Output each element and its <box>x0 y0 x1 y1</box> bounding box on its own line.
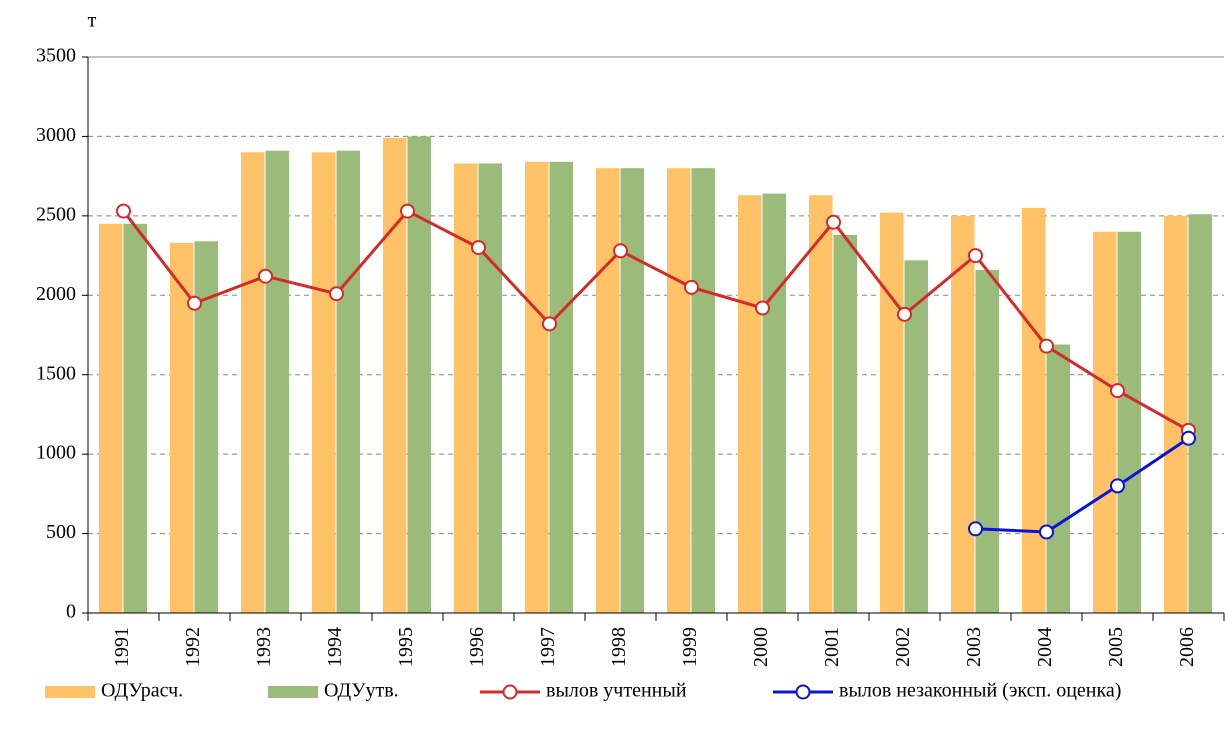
marker <box>542 316 557 332</box>
x-tick-label: 2005 <box>1105 627 1127 667</box>
marker <box>187 295 202 311</box>
x-tick-label: 2000 <box>750 627 772 667</box>
y-tick-label: 3000 <box>36 124 76 146</box>
marker <box>684 279 699 295</box>
bar <box>596 168 620 613</box>
line <box>122 209 1190 432</box>
bar <box>833 234 857 614</box>
legend-swatch <box>45 686 95 698</box>
bar <box>525 161 549 614</box>
bar <box>241 152 265 614</box>
marker <box>400 203 415 219</box>
x-tick-label: 1998 <box>608 627 630 667</box>
x-tick-label: 2006 <box>1176 627 1198 667</box>
legend-marker <box>795 684 811 700</box>
legend-label: вылов учтенный <box>546 680 687 702</box>
marker <box>1039 524 1054 540</box>
y-tick-label: 1500 <box>36 362 76 384</box>
x-tick-label: 1993 <box>253 627 275 667</box>
bar <box>1046 344 1070 613</box>
marker <box>613 243 628 259</box>
bar <box>738 195 762 613</box>
marker <box>755 300 770 316</box>
bar <box>904 260 928 613</box>
x-tick-label: 2003 <box>963 627 985 667</box>
bar <box>762 193 786 614</box>
bar <box>951 215 975 613</box>
bar <box>1022 207 1046 613</box>
legend-marker <box>502 684 518 700</box>
marker <box>1110 383 1125 399</box>
bar <box>1188 214 1212 614</box>
bar <box>407 136 431 613</box>
marker <box>329 286 344 302</box>
marker <box>471 240 486 256</box>
y-tick-label: 0 <box>66 601 76 623</box>
bar <box>454 163 478 614</box>
marker <box>1039 338 1054 354</box>
marker <box>968 248 983 264</box>
x-tick-label: 1997 <box>537 627 559 667</box>
y-tick-label: 2000 <box>36 283 76 305</box>
y-tick-label: 3500 <box>36 45 76 67</box>
bar <box>1093 231 1117 613</box>
marker <box>116 203 131 219</box>
y-tick-label: 500 <box>46 521 76 543</box>
bar <box>123 223 147 614</box>
bar <box>880 212 904 613</box>
x-tick-label: 1996 <box>466 627 488 667</box>
legend-label: ОДУрасч. <box>101 680 183 702</box>
x-tick-label: 1992 <box>182 627 204 667</box>
bar <box>478 163 502 614</box>
bar <box>549 161 573 614</box>
bar <box>620 168 644 613</box>
marker <box>826 214 841 230</box>
bar <box>170 242 194 613</box>
bar <box>975 269 999 613</box>
x-tick-label: 2002 <box>892 627 914 667</box>
x-tick-label: 2001 <box>821 627 843 667</box>
x-tick-label: 2004 <box>1034 627 1056 667</box>
x-tick-label: 1991 <box>111 627 133 667</box>
bar <box>265 150 289 613</box>
legend-label: ОДУутв. <box>324 680 399 702</box>
x-tick-label: 1995 <box>395 627 417 667</box>
bar <box>691 168 715 613</box>
bar <box>99 223 123 614</box>
marker <box>897 306 912 322</box>
x-tick-label: 1999 <box>679 627 701 667</box>
marker <box>1110 478 1125 494</box>
y-tick-label: 2500 <box>36 203 76 225</box>
line <box>975 437 1190 534</box>
legend-label: вылов незаконный (эксп. оценка) <box>839 680 1121 702</box>
marker <box>968 521 983 537</box>
bar <box>312 152 336 614</box>
marker <box>258 268 273 284</box>
y-axis-label: т <box>88 10 97 32</box>
bar <box>194 241 218 613</box>
y-tick-label: 1000 <box>36 442 76 464</box>
bar <box>1117 231 1141 613</box>
bar <box>383 138 407 613</box>
bar <box>1164 215 1188 613</box>
bar <box>667 168 691 613</box>
bar <box>336 150 360 613</box>
legend-swatch <box>268 686 318 698</box>
x-tick-label: 1994 <box>324 627 346 667</box>
marker <box>1181 430 1196 446</box>
bar <box>809 195 833 613</box>
